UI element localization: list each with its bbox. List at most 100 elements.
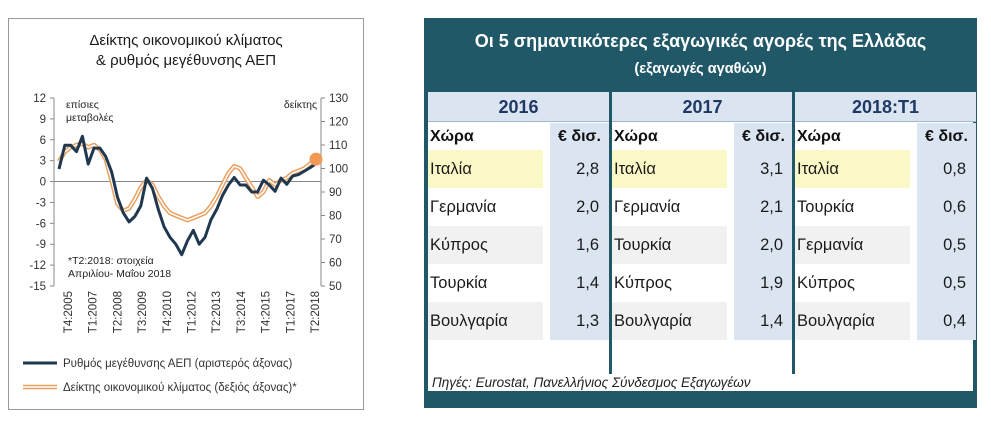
table-row: Βουλγαρία 1,4 <box>612 302 793 340</box>
chart-title: Δείκτης οικονομικού κλίματος & ρυθμός με… <box>89 32 283 69</box>
country-cell: Κύπρος <box>612 264 727 302</box>
x-tick-label: Τ1:2017 <box>285 291 297 333</box>
country-cell: Βουλγαρία <box>795 302 910 340</box>
country-cell: Ιταλία <box>795 150 910 188</box>
year-block: 2018:Τ1 Χώρα € δισ. Ιταλία 0,8 Τουρκία 0,6 Γερμ… <box>795 92 976 374</box>
country-cell: Ιταλία <box>612 150 727 188</box>
country-cell: Τουρκία <box>428 264 543 302</box>
value-cell: 0,5 <box>917 226 976 264</box>
column-header-value: € δισ. <box>734 123 793 150</box>
table-row: Ιταλία 3,1 <box>612 150 793 188</box>
value-cell: 2,0 <box>734 226 793 264</box>
country-cell: Βουλγαρία <box>428 302 543 340</box>
table-row: Τουρκία 2,0 <box>612 226 793 264</box>
table-row: Ιταλία 2,8 <box>428 150 609 188</box>
right-tick-label: 50 <box>329 281 342 293</box>
left-tick-label: 0 <box>40 177 46 189</box>
x-tick-label: Τ4:2010 <box>162 291 174 333</box>
table-row: Βουλγαρία 0,4 <box>795 302 976 340</box>
table-row: Κύπρος 0,5 <box>795 264 976 302</box>
left-tick-label: -12 <box>29 260 46 272</box>
left-tick-label: 3 <box>40 156 46 168</box>
table-row: Τουρκία 1,4 <box>428 264 609 302</box>
country-cell: Γερμανία <box>428 188 543 226</box>
x-tick-label: Τ3:2009 <box>137 291 149 333</box>
country-cell: Βουλγαρία <box>612 302 727 340</box>
table-subtitle: (εξαγωγές αγαθών) <box>634 61 767 77</box>
left-tick-label: -6 <box>36 218 46 230</box>
left-tick-label: 9 <box>40 114 46 126</box>
value-cell: 1,4 <box>550 264 609 302</box>
x-tick-label: Τ1:2007 <box>88 291 100 333</box>
value-cell: 2,8 <box>550 150 609 188</box>
value-cell: 1,6 <box>550 226 609 264</box>
country-cell: Κύπρος <box>428 226 543 264</box>
line-chart: 12 9 6 3 0 -3 -6 -9 -12 -15 130 120 110 100 90 80 70 60 50… <box>23 93 348 394</box>
column-header-country: Χώρα <box>797 128 841 145</box>
right-tick-label: 130 <box>329 93 348 105</box>
value-cell: 2,0 <box>550 188 609 226</box>
table-row: Ιταλία 0,8 <box>795 150 976 188</box>
x-tick-label: Τ2:2008 <box>112 291 124 333</box>
year-header: 2018:Τ1 <box>795 92 976 122</box>
value-cell: 1,4 <box>734 302 793 340</box>
footnote-annotation: Απριλίου- Μαΐου 2018 <box>68 268 171 280</box>
country-cell: Κύπρος <box>795 264 910 302</box>
value-cell: 2,1 <box>734 188 793 226</box>
right-tick-label: 70 <box>329 234 342 246</box>
x-tick-label: Τ2:2018 <box>310 291 322 333</box>
value-cell: 0,4 <box>917 302 976 340</box>
year-block: 2016 Χώρα € δισ. Ιταλία 2,8 Γερμανία 2,0 Κύπρος… <box>428 92 609 374</box>
table-title: Οι 5 σημαντικότερες εξαγωγικές αγορές τη… <box>474 31 927 51</box>
footnote-annotation: *Τ2:2018: στοιχεία <box>68 255 154 267</box>
country-cell: Τουρκία <box>795 188 910 226</box>
value-cell: 0,5 <box>917 264 976 302</box>
column-header-value: € δισ. <box>550 123 609 150</box>
last-point-marker <box>309 152 323 166</box>
value-cell: 0,6 <box>917 188 976 226</box>
x-tick-label: Τ1:2012 <box>187 291 199 333</box>
column-header-country: Χώρα <box>614 128 658 145</box>
legend-label-gdp: Ρυθμός μεγέθυνσης ΑΕΠ (αριστερός άξονας) <box>63 358 292 370</box>
export-markets-table-panel: Οι 5 σημαντικότερες εξαγωγικές αγορές τη… <box>424 18 977 408</box>
legend-label-esi: Δείκτης οικονομικού κλίματος (δεξιός άξο… <box>63 382 297 394</box>
table-row: Γερμανία 2,1 <box>612 188 793 226</box>
value-cell: 3,1 <box>734 150 793 188</box>
year-header: 2016 <box>428 92 609 122</box>
column-header-value: € δισ. <box>917 123 976 150</box>
right-tick-label: 90 <box>329 187 342 199</box>
x-tick-label: Τ4:2015 <box>261 291 273 333</box>
right-tick-label: 120 <box>329 117 348 129</box>
table-body: 2016 Χώρα € δισ. Ιταλία 2,8 Γερμανία 2,0 Κύπρος… <box>428 92 976 374</box>
left-tick-label: -15 <box>29 281 46 293</box>
table-row: Βουλγαρία 1,3 <box>428 302 609 340</box>
table-row: Κύπρος 1,6 <box>428 226 609 264</box>
value-cell: 0,8 <box>917 150 976 188</box>
country-cell: Τουρκία <box>612 226 727 264</box>
right-tick-label: 60 <box>329 258 342 270</box>
table-row: Κύπρος 1,9 <box>612 264 793 302</box>
year-block: 2017 Χώρα € δισ. Ιταλία 3,1 Γερμανία 2,1 Τουρκί… <box>612 92 793 374</box>
table-row: Τουρκία 0,6 <box>795 188 976 226</box>
x-tick-label: Τ4:2005 <box>63 291 75 333</box>
value-cell: 1,9 <box>734 264 793 302</box>
year-header: 2017 <box>612 92 793 122</box>
column-separator <box>609 92 612 374</box>
left-axis-label: επίσιες <box>66 99 99 111</box>
table-row: Γερμανία 0,5 <box>795 226 976 264</box>
right-tick-label: 110 <box>329 140 347 152</box>
left-tick-label: 12 <box>33 93 46 105</box>
chart-panel: Δείκτης οικονομικού κλίματος & ρυθμός με… <box>8 18 364 410</box>
right-tick-label: 80 <box>329 211 342 223</box>
column-separator <box>792 92 795 374</box>
right-tick-label: 100 <box>329 164 348 176</box>
table-row: Γερμανία 2,0 <box>428 188 609 226</box>
left-tick-label: -3 <box>36 197 46 209</box>
country-cell: Γερμανία <box>795 226 910 264</box>
country-cell: Ιταλία <box>428 150 543 188</box>
right-axis-label: δείκτης <box>284 99 317 111</box>
x-tick-label: Τ2:2013 <box>211 291 223 333</box>
series-line-gdp <box>57 134 317 257</box>
left-tick-label: -9 <box>36 239 46 251</box>
value-cell: 1,3 <box>550 302 609 340</box>
